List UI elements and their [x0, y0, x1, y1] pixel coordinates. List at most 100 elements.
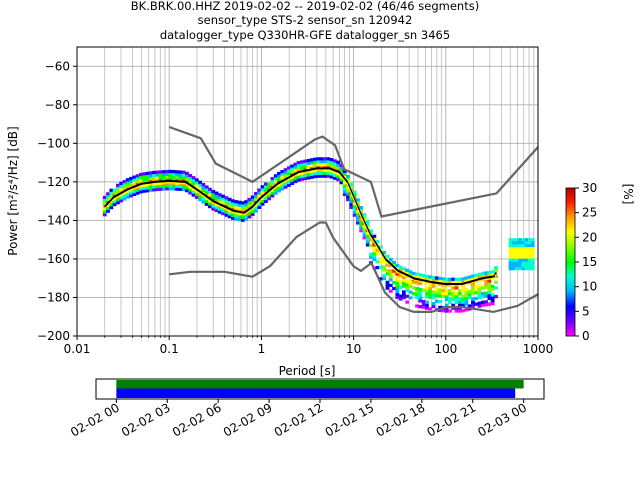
psd-cell: [511, 267, 516, 271]
psd-cell: [375, 265, 380, 270]
psd-cell: [474, 302, 479, 306]
psd-cell: [438, 305, 442, 309]
availability-bar: [116, 380, 524, 389]
psd-cell: [528, 243, 532, 248]
psd-cell: [461, 300, 465, 304]
psd-cell: [247, 197, 252, 202]
y-tick-label: −120: [37, 175, 70, 189]
psd-cell: [194, 195, 199, 199]
psd-cell: [214, 197, 219, 201]
psd-cell: [303, 174, 308, 178]
psd-cell: [369, 243, 373, 248]
psd-cell: [392, 260, 396, 265]
psd-cell: [122, 197, 127, 201]
psd-cell: [112, 188, 117, 192]
psd-cell: [181, 176, 186, 180]
availability-tick-label: 02-02 06: [170, 400, 224, 439]
psd-cell: [395, 263, 400, 268]
psd-cell: [464, 279, 469, 283]
psd-cell: [155, 176, 160, 180]
statistic-curves: [104, 167, 497, 287]
psd-cell: [388, 272, 393, 276]
psd-cell: [329, 172, 334, 176]
psd-cell: [385, 272, 390, 276]
psd-cell: [346, 174, 350, 179]
psd-cell: [457, 300, 462, 304]
psd-cell: [392, 281, 396, 285]
psd-cell: [237, 218, 242, 222]
psd-cell: [379, 257, 383, 261]
availability-tick-label: 02-02 15: [323, 400, 377, 439]
psd-cell: [211, 192, 216, 197]
psd-cell: [201, 197, 206, 201]
psd-cell: [480, 277, 485, 281]
psd-cell: [434, 299, 439, 303]
psd-cell: [158, 170, 163, 174]
psd-cell: [528, 255, 532, 259]
psd-cell: [451, 289, 456, 293]
psd-cell: [122, 179, 127, 184]
psd-cell: [411, 277, 416, 281]
psd-cell: [521, 249, 525, 253]
availability-bar: [116, 388, 516, 398]
psd-cell: [152, 188, 156, 192]
psd-cell: [155, 187, 160, 192]
psd-cell: [168, 184, 173, 188]
psd-cell: [346, 189, 350, 193]
psd-cell: [260, 190, 265, 195]
psd-cell: [405, 294, 410, 298]
psd-cell: [467, 289, 472, 294]
psd-cell: [508, 238, 513, 242]
psd-cell: [524, 264, 529, 268]
availability-tick-label: 02-02 00: [68, 400, 122, 439]
psd-cell: [418, 299, 423, 303]
psd-cell: [518, 258, 522, 262]
psd-cell: [342, 192, 347, 197]
psd-cell: [359, 217, 364, 221]
psd-cell: [418, 279, 423, 283]
psd-cell: [448, 277, 452, 281]
psd-cell: [362, 230, 367, 234]
psd-cell: [508, 255, 513, 259]
psd-cell: [339, 169, 344, 173]
psd-cell: [296, 163, 301, 168]
psd-cell: [119, 184, 124, 188]
psd-cell: [254, 197, 258, 201]
psd-cell: [158, 184, 163, 188]
psd-cell: [240, 201, 245, 205]
psd-cell: [208, 205, 212, 209]
psd-cell: [198, 183, 202, 187]
psd-cell: [434, 290, 439, 295]
chart-title-line-2: sensor_type STS-2 sensor_sn 120942: [198, 13, 413, 27]
psd-cell: [444, 295, 449, 299]
psd-cell: [293, 165, 298, 169]
psd-cell: [484, 291, 489, 295]
psd-cell: [388, 269, 393, 273]
y-tick-label: −60: [45, 59, 70, 73]
psd-cell: [162, 173, 166, 177]
psd-cell: [438, 288, 442, 292]
psd-cell: [355, 201, 360, 205]
psd-cell: [346, 195, 350, 199]
psd-cell: [457, 297, 462, 302]
psd-cell: [398, 274, 403, 278]
psd-cell: [263, 185, 268, 189]
psd-cell: [441, 309, 446, 313]
psd-cell: [188, 173, 193, 178]
colorbar-tick-label: 5: [582, 304, 590, 318]
psd-cell: [382, 276, 387, 281]
psd-cell: [369, 238, 373, 242]
psd-cell: [464, 302, 469, 306]
psd-cell: [349, 194, 354, 198]
psd-cell: [528, 267, 532, 271]
psd-cell: [106, 192, 110, 196]
psd-cell: [405, 288, 410, 293]
psd-cell: [451, 303, 456, 307]
psd-cell: [511, 252, 516, 256]
psd-cell: [474, 273, 479, 277]
psd-cell: [237, 200, 242, 204]
availability-tick-label: 02-03 00: [475, 400, 529, 439]
psd-cell: [395, 287, 400, 291]
psd-cell: [145, 189, 150, 193]
psd-cell: [349, 200, 354, 204]
